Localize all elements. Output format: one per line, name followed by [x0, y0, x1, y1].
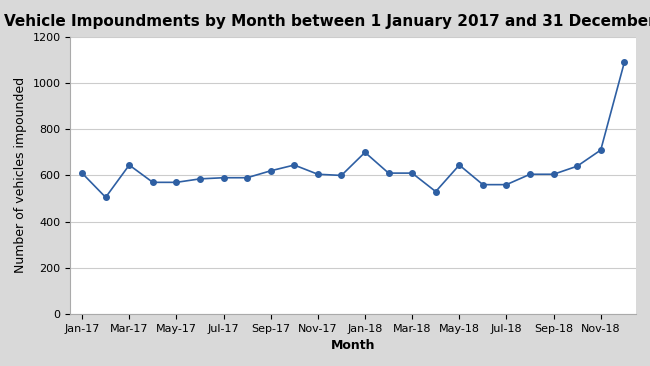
X-axis label: Month: Month [331, 339, 376, 352]
Title: Vehicle Impoundments by Month between 1 January 2017 and 31 December 2018: Vehicle Impoundments by Month between 1 … [3, 14, 650, 29]
Y-axis label: Number of vehicles impounded: Number of vehicles impounded [14, 77, 27, 273]
